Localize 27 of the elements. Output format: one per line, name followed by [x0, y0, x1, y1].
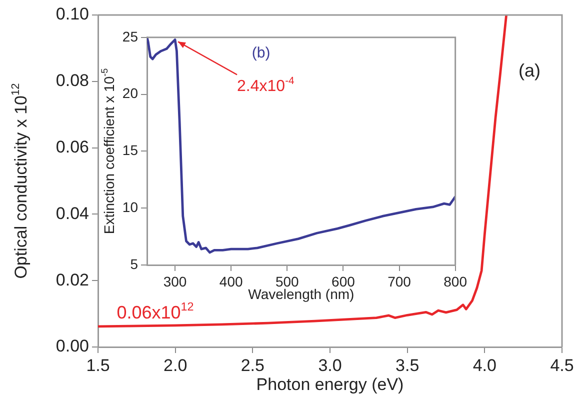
x-tick-label: 1.5: [86, 356, 110, 375]
y-tick-label: 0.04: [56, 204, 89, 223]
x-tick-label: 4.5: [550, 356, 574, 375]
y-tick-label: 0.00: [56, 336, 89, 356]
x-axis-title: Photon energy (eV): [256, 375, 404, 394]
x-tick-label: 3.0: [318, 356, 342, 375]
x-tick-label: 700: [388, 273, 412, 290]
y-tick-label: 0.06: [56, 137, 89, 156]
x-tick-label: 2.5: [240, 356, 264, 375]
x-tick-label: 2.0: [164, 356, 188, 375]
y-tick-label: 0.02: [56, 270, 89, 290]
annotation: (a): [518, 60, 541, 80]
y-tick-label: 10: [122, 198, 138, 215]
x-tick-label: 400: [219, 273, 243, 290]
x-tick-label: 3.5: [396, 356, 420, 375]
y-tick-label: 0.08: [56, 71, 89, 90]
y-axis-title: Extinction coefficient x 10-5: [100, 68, 117, 234]
y-tick-label: 20: [122, 85, 138, 102]
x-tick-label: 300: [163, 273, 187, 290]
y-tick-label: 0.10: [56, 4, 89, 24]
y-tick-label: 15: [122, 142, 138, 158]
y-tick-label: 5: [130, 256, 138, 272]
y-tick-label: 25: [122, 28, 138, 44]
annotation: (b): [252, 44, 270, 62]
x-tick-label: 800: [444, 273, 468, 290]
x-tick-label: 4.0: [472, 356, 496, 375]
y-axis-title: Optical conductivity x 1012: [10, 83, 31, 279]
